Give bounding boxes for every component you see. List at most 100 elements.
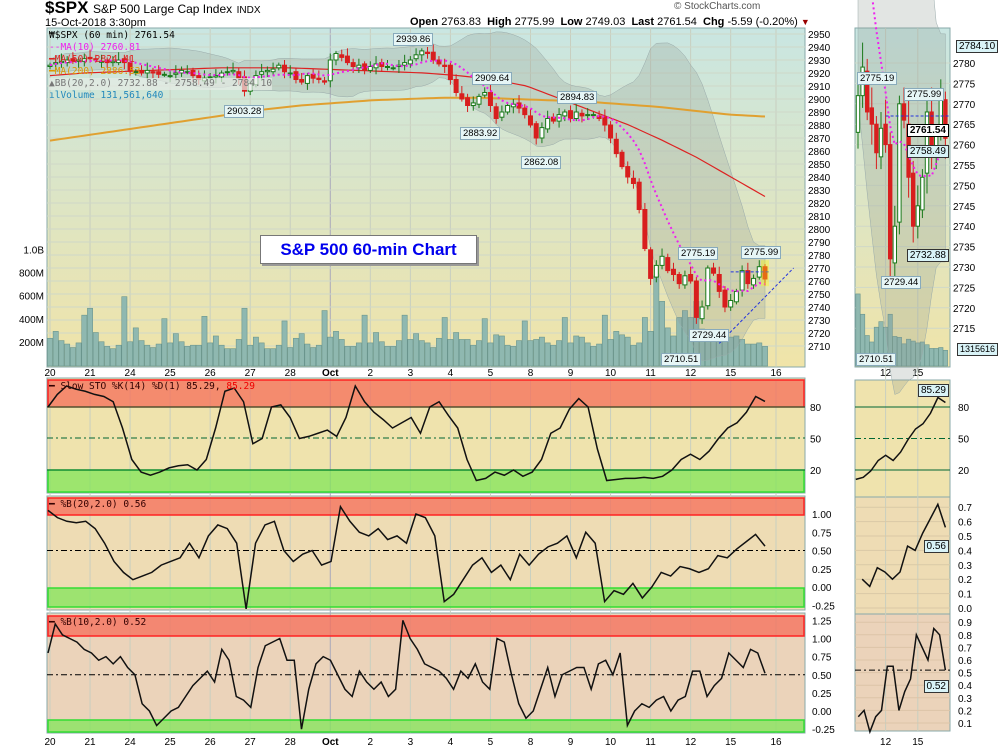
price-tick-label: 2780 bbox=[808, 251, 831, 262]
tag-bb-mid: 2758.49 bbox=[906, 145, 949, 158]
price-tick-label: 2810 bbox=[808, 212, 831, 223]
volume-bar bbox=[613, 331, 620, 367]
sto-tick-label: 50 bbox=[810, 435, 822, 446]
volume-bar bbox=[184, 346, 191, 367]
candle bbox=[442, 64, 448, 67]
volume-bar bbox=[127, 341, 133, 367]
volume-bar bbox=[756, 342, 763, 367]
candle bbox=[390, 67, 396, 70]
candle bbox=[316, 77, 322, 80]
candle bbox=[327, 59, 333, 82]
candle bbox=[270, 68, 276, 73]
right-pb10-tick-label: 0.2 bbox=[958, 706, 972, 717]
volume-bar bbox=[670, 335, 677, 367]
date-label: 4 bbox=[448, 368, 454, 379]
candle bbox=[350, 62, 356, 67]
candle bbox=[207, 76, 213, 79]
low-label: Low bbox=[560, 16, 583, 28]
right-price-tick-label: 2750 bbox=[953, 181, 976, 192]
volume-bar bbox=[744, 343, 751, 367]
candle bbox=[499, 111, 505, 118]
right-volume-bar bbox=[942, 349, 948, 367]
volume-bar bbox=[413, 333, 419, 367]
low-value: 2749.03 bbox=[585, 16, 626, 28]
date-label: Oct bbox=[322, 368, 339, 379]
ma10-line bbox=[49, 59, 766, 293]
candle bbox=[287, 72, 293, 75]
volume-bar bbox=[476, 340, 482, 367]
right-candle bbox=[943, 99, 948, 139]
volume-bar bbox=[201, 316, 208, 367]
candle bbox=[522, 107, 528, 116]
volume-bar bbox=[504, 344, 511, 367]
price-tick-label: 2710 bbox=[808, 342, 831, 353]
price-tick-label: 2890 bbox=[808, 108, 831, 119]
volume-bar bbox=[172, 333, 179, 367]
candle bbox=[613, 138, 619, 155]
pb20-tick-label: 0.75 bbox=[812, 528, 832, 539]
volume-bar bbox=[396, 340, 402, 367]
candle bbox=[585, 114, 591, 117]
right-annotation: 2710.51 bbox=[856, 353, 897, 366]
candle bbox=[64, 59, 70, 64]
price-tick-label: 2940 bbox=[808, 43, 831, 54]
volume-bar bbox=[224, 348, 231, 367]
volume-bar bbox=[258, 342, 265, 367]
candle bbox=[322, 80, 328, 83]
annotation-low: 2710.51 bbox=[661, 353, 702, 366]
price-tick-label: 2790 bbox=[808, 238, 831, 249]
down-triangle-icon: ▼ bbox=[800, 17, 810, 27]
candle bbox=[299, 79, 305, 83]
price-tick-label: 2900 bbox=[808, 95, 831, 106]
last-bar-highlight bbox=[761, 260, 769, 287]
volume-bar bbox=[418, 340, 425, 367]
datetime: 15-Oct-2018 3:30pm bbox=[45, 17, 146, 29]
price-tick-label: 2860 bbox=[808, 147, 831, 158]
brand-logo[interactable]: © StockCharts.com bbox=[674, 1, 761, 12]
price-tick-label: 2850 bbox=[808, 160, 831, 171]
candle bbox=[636, 181, 642, 210]
volume-bar bbox=[47, 337, 53, 367]
volume-bar bbox=[561, 317, 568, 367]
date-label: 21 bbox=[84, 737, 96, 748]
price-tick-label: 2740 bbox=[808, 303, 831, 314]
candle bbox=[745, 270, 751, 285]
open-label: Open bbox=[410, 16, 439, 28]
volume-bar bbox=[190, 344, 196, 367]
right-sto-tick-label: 80 bbox=[958, 403, 970, 414]
oversold-band bbox=[47, 469, 805, 493]
volume-bar bbox=[384, 346, 391, 367]
tag-bb-upper: 2784.10 bbox=[956, 40, 999, 53]
right-price-tick-label: 2715 bbox=[953, 324, 976, 335]
exchange: INDX bbox=[236, 5, 261, 16]
right-candle bbox=[897, 103, 902, 223]
candle bbox=[81, 58, 87, 62]
volume-bar bbox=[361, 314, 368, 367]
volume-bar bbox=[121, 296, 128, 367]
volume-bar bbox=[607, 339, 614, 367]
volume-bar bbox=[310, 347, 317, 367]
price-tick-label: 2830 bbox=[808, 186, 831, 197]
volume-bar bbox=[315, 344, 322, 367]
right-pb20-tick-label: 0.4 bbox=[958, 546, 972, 557]
price-tick-label: 2910 bbox=[808, 82, 831, 93]
candle bbox=[482, 92, 488, 96]
right-pb20-tick-label: 0.1 bbox=[958, 590, 972, 601]
candle bbox=[699, 306, 705, 320]
volume-bar bbox=[601, 314, 608, 367]
chg-value: -5.59 (-0.20%) bbox=[727, 16, 798, 28]
volume-bar bbox=[464, 339, 471, 367]
volume-bar bbox=[98, 341, 105, 367]
annotation: 2729.44 bbox=[689, 329, 730, 342]
volume-bar bbox=[453, 332, 460, 367]
right-candle bbox=[883, 123, 888, 146]
symbol-name: S&P 500 Large Cap Index bbox=[92, 2, 233, 16]
candle bbox=[344, 55, 350, 64]
right-volume-bar bbox=[924, 344, 930, 367]
volume-bar bbox=[556, 340, 562, 367]
pb10-tick-label: 0.50 bbox=[812, 671, 832, 682]
pb10-line bbox=[47, 620, 766, 730]
volume-bar bbox=[510, 346, 517, 367]
